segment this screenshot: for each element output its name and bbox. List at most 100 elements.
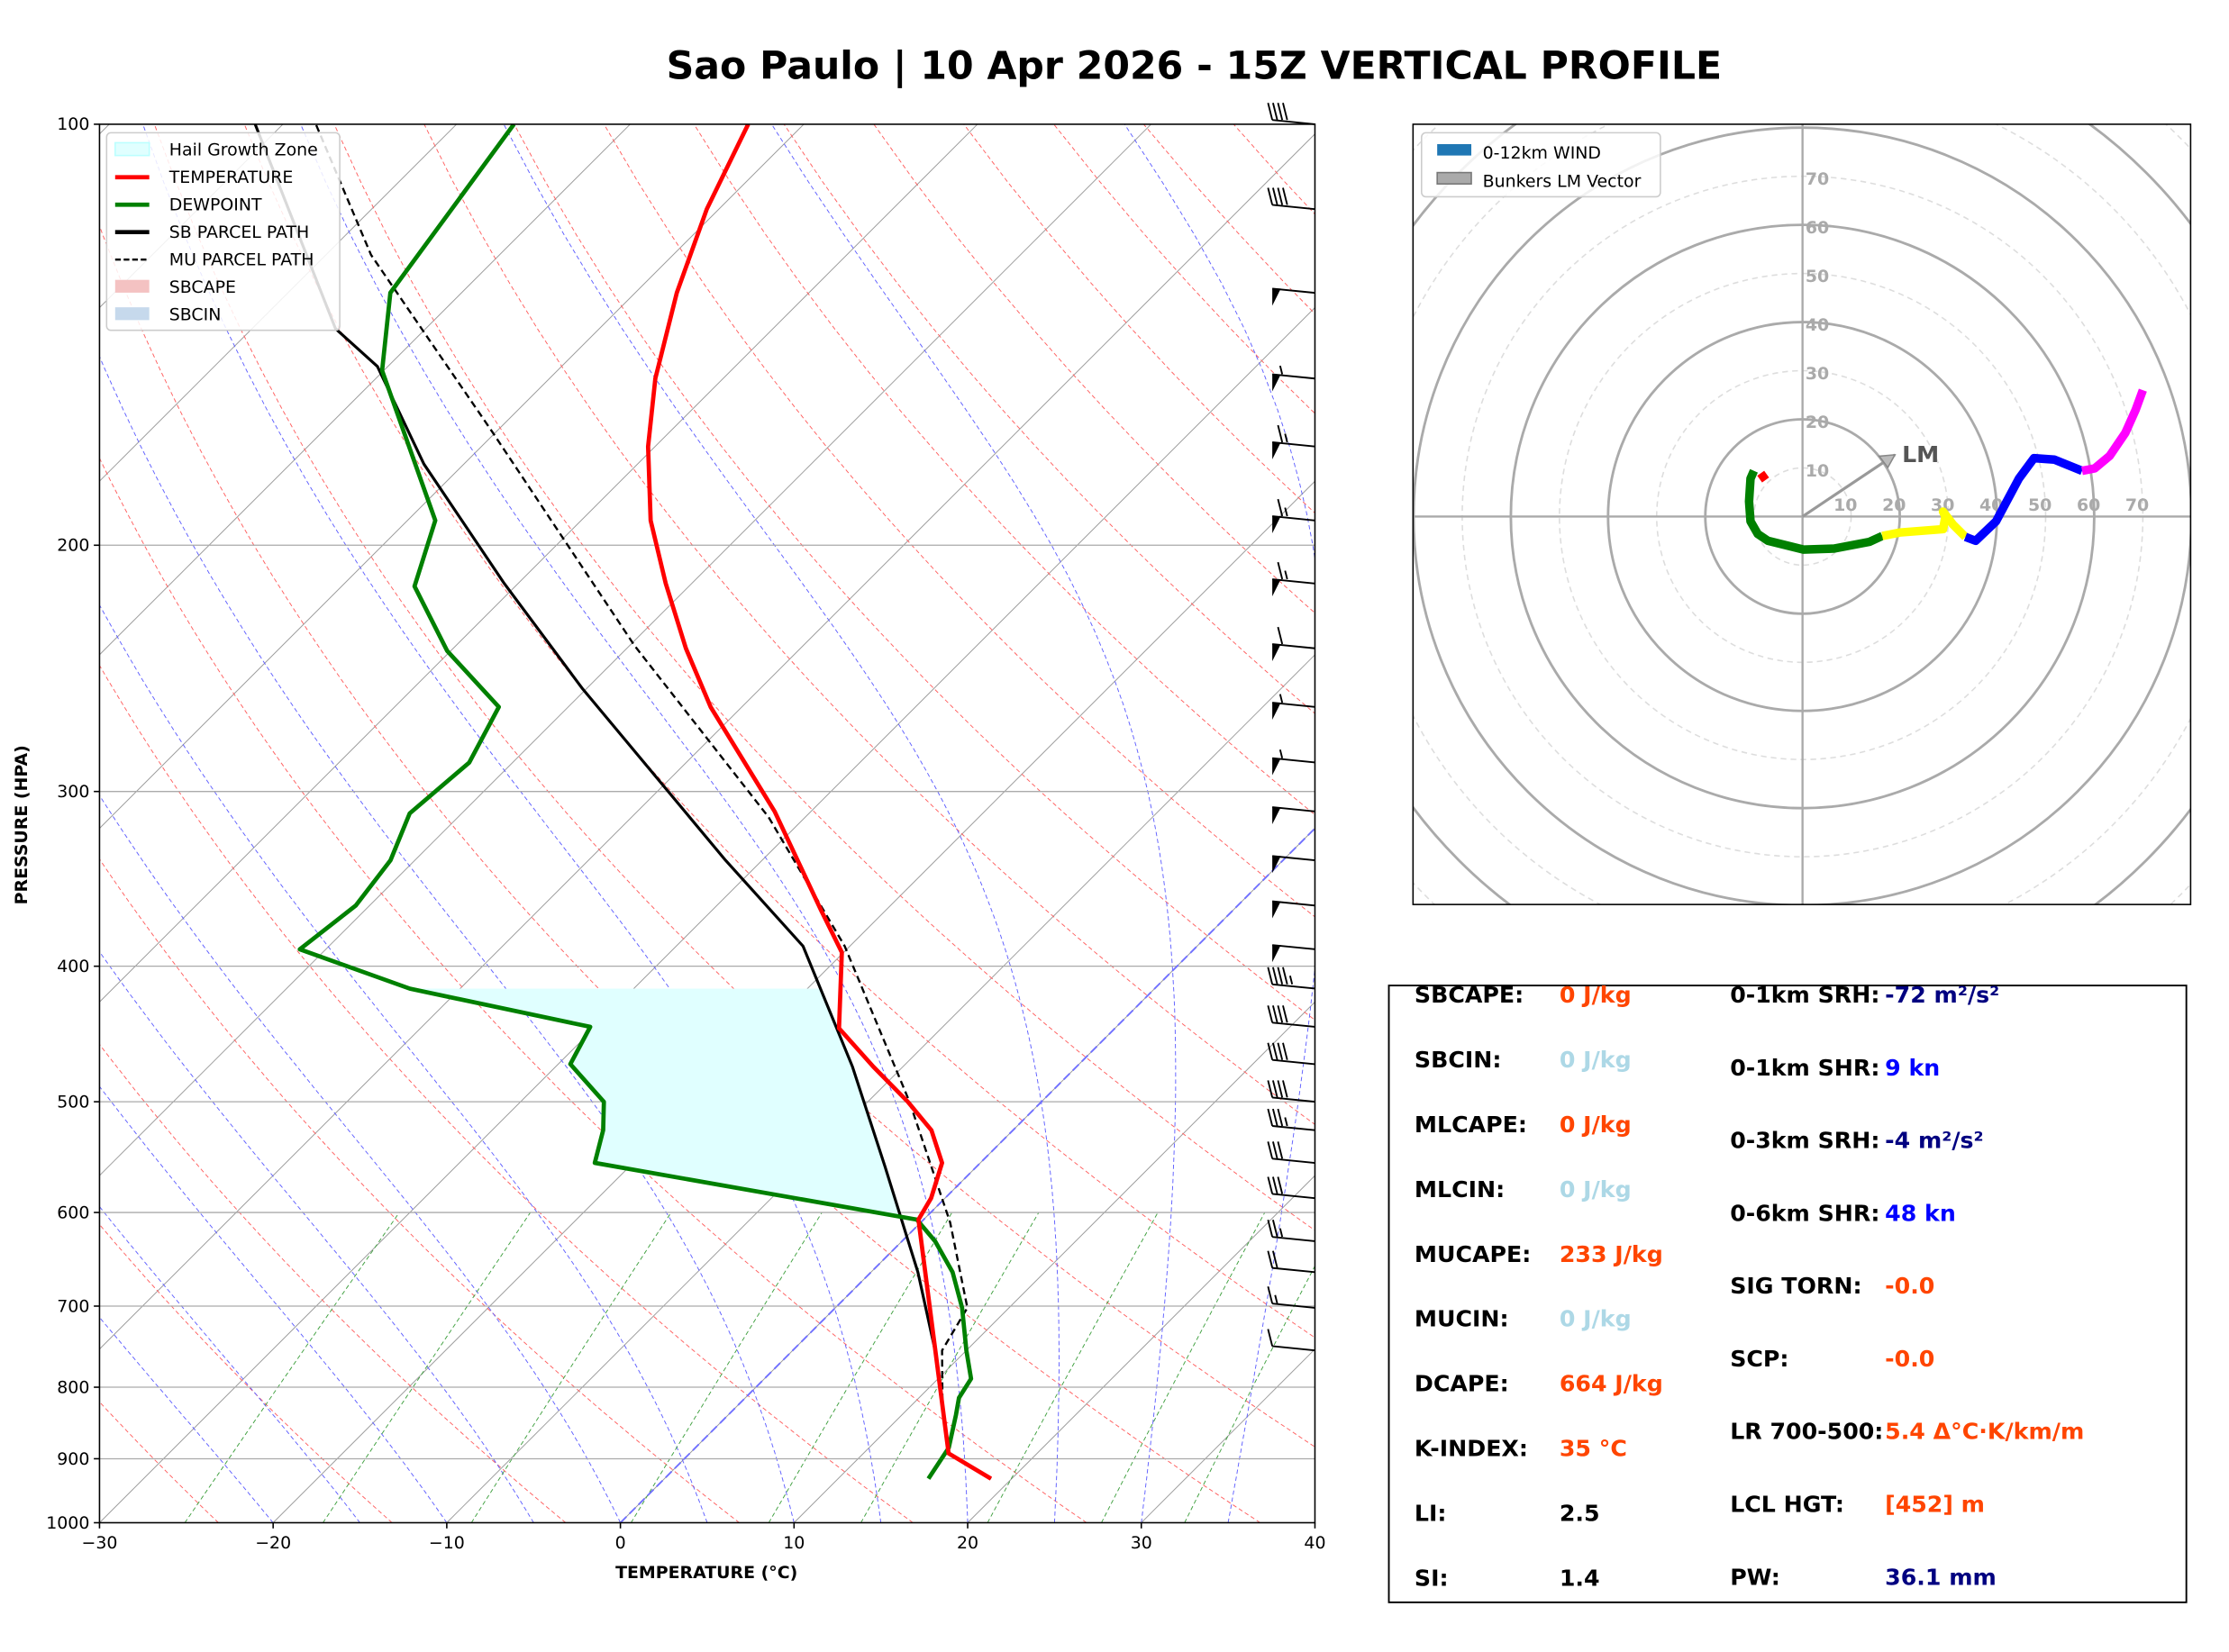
stats-label: MLCAPE: (1415, 1112, 1527, 1138)
hodograph-segment (1963, 453, 2084, 546)
isotherm (793, 1001, 1315, 1523)
stats-label: PW: (1730, 1564, 1780, 1590)
mixing-ratio-line (860, 1212, 1040, 1523)
legend-label: SB PARCEL PATH (169, 222, 310, 242)
stats-row: LR 700-500: 5.4 Δ°C·K/km/m (1730, 1419, 2084, 1445)
ring-label: 60 (2077, 495, 2100, 515)
mixing-ratio-line (184, 1212, 400, 1523)
stats-row: SCP: -0.0 (1730, 1346, 1934, 1372)
stats-label: MUCIN: (1415, 1306, 1509, 1332)
ring-label: 70 (1806, 169, 1829, 189)
wind-barb (1272, 561, 1315, 596)
isotherm (99, 123, 284, 309)
wind-barb (1267, 1141, 1315, 1164)
legend-swatch-lm (1436, 171, 1472, 185)
stats-value: -0.0 (1885, 1346, 1934, 1372)
stats-row: LI: 2.5 (1415, 1501, 1600, 1527)
dry-adiabat (514, 123, 1315, 1021)
legend-label: SBCAPE (169, 277, 236, 297)
stats-label: LR 700-500: (1730, 1419, 1883, 1445)
mixing-ratio-line (987, 1212, 1159, 1523)
hail-growth-zone (409, 988, 917, 1220)
hodograph-frame (1412, 123, 2192, 905)
x-tick-label: −20 (255, 1533, 291, 1553)
stats-value: 0 J/kg (1560, 1112, 1632, 1138)
x-tick-label: 40 (1304, 1533, 1325, 1553)
stats-value: 9 kn (1885, 1055, 1940, 1081)
y-tick-label: 400 (57, 957, 89, 976)
y-tick-label: 500 (57, 1092, 89, 1112)
dry-adiabat (333, 123, 1315, 1231)
y-tick-label: 800 (57, 1377, 89, 1397)
isotherm (99, 306, 1315, 1523)
stats-value: 1.4 (1560, 1566, 1600, 1592)
stats-value: 35 °C (1560, 1436, 1627, 1462)
isotherm (446, 654, 1315, 1523)
wind-barb (1267, 1219, 1315, 1242)
hodograph-segment (2081, 388, 2147, 476)
stats-value: 0 J/kg (1560, 1306, 1632, 1332)
legend-label-wind: 0-12km WIND (1483, 143, 1601, 163)
ring-label: 30 (1931, 495, 1954, 515)
stats-value: 5.4 Δ°C·K/km/m (1885, 1419, 2084, 1445)
moist-adiabat (300, 123, 969, 1523)
stats-row: MUCAPE: 233 J/kg (1415, 1241, 1663, 1267)
wind-barbs (1267, 103, 1315, 1352)
ring-label: 20 (1806, 413, 1829, 432)
x-axis-label: TEMPERATURE (°C) (615, 1563, 797, 1583)
stats-label: SBCIN: (1415, 1047, 1502, 1073)
hodograph-trace: LM (1744, 388, 2147, 554)
wind-barb (1267, 967, 1315, 990)
stats-value: -0.0 (1885, 1273, 1934, 1299)
hodograph-segment (1757, 470, 1770, 483)
moist-adiabat (99, 604, 708, 1523)
ring-label: 30 (1806, 364, 1829, 384)
dry-adiabat (99, 457, 1087, 1523)
stats-value: 233 J/kg (1560, 1241, 1663, 1267)
dry-adiabat (99, 1401, 219, 1523)
stats-label: 0-6km SHR: (1730, 1200, 1879, 1226)
wind-barb (1272, 944, 1315, 963)
y-tick-label: 900 (57, 1449, 89, 1469)
wind-barb (1272, 287, 1315, 306)
stats-value: 48 kn (1885, 1200, 1956, 1226)
stats-value: 2.5 (1560, 1501, 1600, 1527)
wind-barb (1267, 103, 1315, 125)
moist-adiabat (99, 1085, 448, 1523)
stats-value: 36.1 mm (1885, 1564, 1997, 1590)
isotherm (99, 123, 458, 482)
legend-label: Hail Growth Zone (169, 141, 318, 160)
stats-label: LI: (1415, 1501, 1447, 1527)
stats-value: -72 m²/s² (1885, 982, 1999, 1008)
legend-label: MU PARCEL PATH (169, 250, 314, 269)
dry-adiabat (99, 1223, 393, 1523)
stats-row: LCL HGT: [452] m (1730, 1492, 1985, 1518)
dry-adiabat (99, 858, 740, 1523)
mixing-ratio-line (323, 1212, 532, 1523)
mixing-ratio-line (1184, 1265, 1315, 1523)
y-tick-label: 1000 (46, 1513, 89, 1533)
stats-row: K-INDEX: 35 °C (1415, 1436, 1627, 1462)
y-tick-label: 600 (57, 1203, 89, 1222)
legend-label: SBCIN (169, 304, 222, 324)
wind-barb (1272, 855, 1315, 874)
stats-row: MLCIN: 0 J/kg (1415, 1176, 1632, 1203)
stats-value: 0 J/kg (1560, 1047, 1632, 1073)
wind-barb (1267, 1250, 1315, 1274)
moist-adiabat (99, 1205, 360, 1523)
ring-label: 10 (1806, 461, 1829, 481)
wind-barb (1272, 626, 1315, 661)
wind-barb (1272, 365, 1315, 392)
ring-label: 20 (1882, 495, 1906, 515)
ring-label: 40 (1806, 315, 1829, 335)
dry-adiabat (99, 1043, 567, 1523)
bunkers-lm-arrowhead (1878, 453, 1897, 469)
dry-adiabat (99, 224, 1260, 1523)
wind-barb (1267, 187, 1315, 211)
legend-label: DEWPOINT (169, 195, 262, 215)
y-tick-label: 300 (57, 782, 89, 802)
dewpoint-line (297, 123, 974, 1480)
ring-label: 60 (1806, 218, 1829, 238)
